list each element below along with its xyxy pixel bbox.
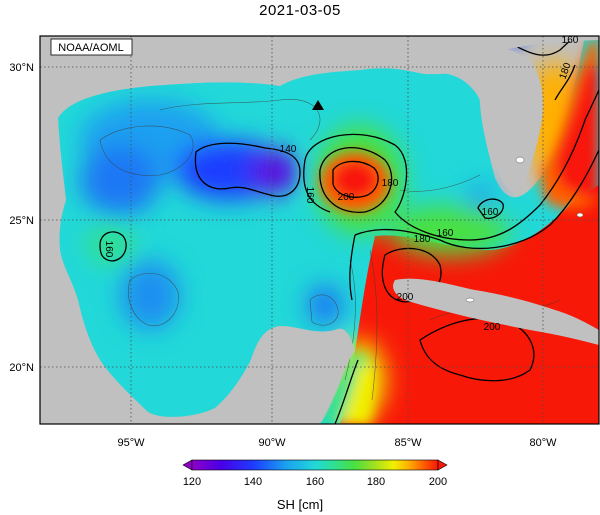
contour-label: 200 (484, 322, 501, 333)
contour-labels: 140 160 180 200 160 180 160 180 160 200 … (103, 35, 579, 333)
colorbar-label: SH [cm] (276, 497, 324, 512)
contour-label: 180 (382, 178, 399, 189)
lat-labels: 30°N 25°N 20°N (9, 62, 34, 374)
lat-label: 20°N (9, 362, 34, 374)
contour-label: 160 (562, 35, 579, 46)
colorbar-tick: 180 (367, 476, 385, 488)
attribution-text: NOAA/AOML (58, 42, 123, 54)
attribution-box: NOAA/AOML (50, 38, 133, 56)
contour-label: 160 (437, 228, 454, 239)
map-title: 2021-03-05 (259, 2, 341, 19)
map-frame (39, 35, 600, 425)
lat-label: 25°N (9, 215, 34, 227)
thin-contours (99, 99, 561, 401)
colorbar-tick: 120 (183, 476, 201, 488)
contour-label: 140 (280, 144, 297, 155)
colorbar-gradient (191, 459, 439, 471)
colorbar-high-arrow (437, 459, 448, 471)
colorbar-tick: 140 (244, 476, 262, 488)
lon-label: 90°W (258, 437, 286, 449)
colorbar-tick: 160 (306, 476, 324, 488)
contour-label: 200 (397, 292, 414, 303)
colorbar-tick: 200 (429, 476, 447, 488)
contour-label: 160 (304, 187, 315, 204)
contour-label: 180 (414, 234, 431, 245)
thick-contours (99, 36, 599, 424)
contour-label: 200 (338, 192, 355, 203)
lon-labels: 95°W 90°W 85°W 80°W (117, 437, 557, 449)
sea-height-field (58, 36, 599, 424)
lon-label: 95°W (117, 437, 145, 449)
contour-label: 160 (103, 241, 114, 258)
land-masks (40, 36, 599, 424)
triangle-marker (312, 100, 324, 110)
islands (465, 156, 584, 303)
colorbar-low-arrow (182, 459, 193, 471)
colorbar (182, 459, 448, 471)
lon-label: 80°W (529, 437, 557, 449)
graticule (40, 36, 599, 424)
lat-label: 30°N (9, 62, 34, 74)
lon-label: 85°W (394, 437, 422, 449)
contour-label: 160 (482, 207, 499, 218)
colorbar-ticks: 120 140 160 180 200 (183, 476, 447, 488)
